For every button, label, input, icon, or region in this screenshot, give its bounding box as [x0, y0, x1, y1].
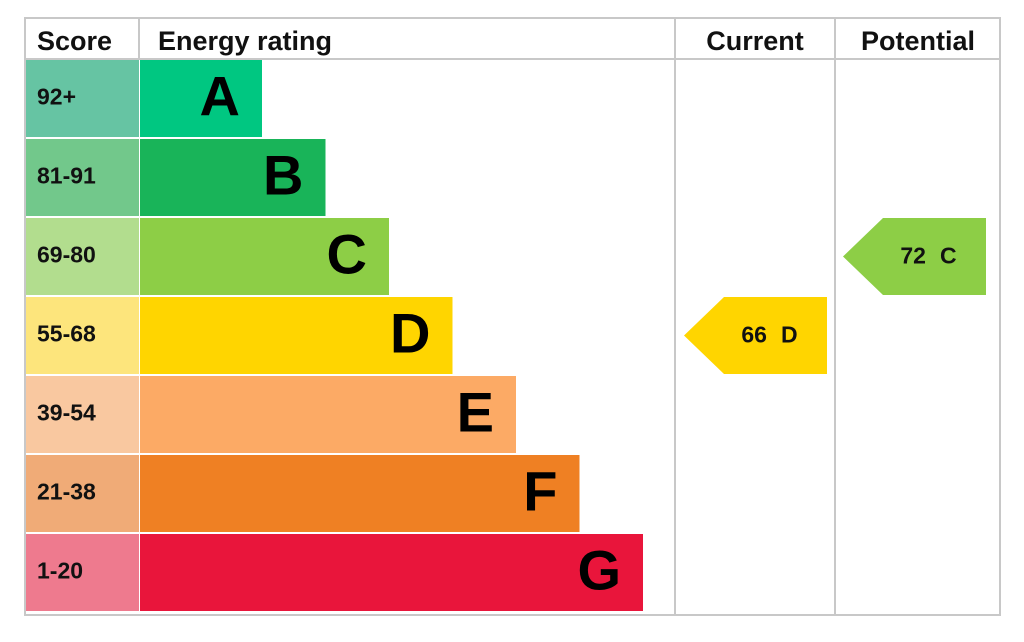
score-cell	[26, 297, 139, 374]
potential-value: 72	[900, 243, 926, 269]
current-letter: D	[781, 322, 798, 348]
rating-letter: C	[327, 222, 367, 285]
score-label: 92+	[37, 84, 76, 110]
rating-bar	[140, 139, 326, 216]
rating-bar	[140, 455, 580, 532]
header-rating: Energy rating	[158, 26, 332, 56]
rating-letter: F	[523, 459, 557, 522]
current-arrow	[684, 297, 827, 374]
score-cell	[26, 455, 139, 532]
rating-letter: B	[263, 143, 303, 206]
rating-letter: A	[200, 64, 240, 127]
rating-letter: D	[390, 301, 430, 364]
score-label: 69-80	[37, 242, 96, 268]
score-cell	[26, 218, 139, 295]
score-label: 21-38	[37, 479, 96, 505]
potential-arrow	[843, 218, 986, 295]
score-label: 81-91	[37, 163, 96, 189]
rating-letter: G	[577, 538, 621, 601]
header-current: Current	[706, 26, 804, 56]
score-cell	[26, 534, 139, 611]
rating-bar	[140, 297, 453, 374]
current-value: 66	[741, 322, 767, 348]
header-score: Score	[37, 26, 112, 56]
current-label: 66 D	[741, 322, 797, 348]
potential-letter: C	[940, 243, 957, 269]
rating-bar	[140, 534, 643, 611]
potential-label: 72 C	[900, 243, 956, 269]
rating-bar	[140, 218, 389, 295]
score-label: 55-68	[37, 321, 96, 347]
score-cell	[26, 60, 139, 137]
score-label: 39-54	[37, 400, 96, 426]
rating-letter: E	[457, 380, 494, 443]
frame	[24, 17, 1001, 616]
rating-bar	[140, 60, 262, 137]
score-cell	[26, 376, 139, 453]
rating-bar	[140, 376, 516, 453]
score-label: 1-20	[37, 558, 83, 584]
score-cell	[26, 139, 139, 216]
header-potential: Potential	[861, 26, 975, 56]
